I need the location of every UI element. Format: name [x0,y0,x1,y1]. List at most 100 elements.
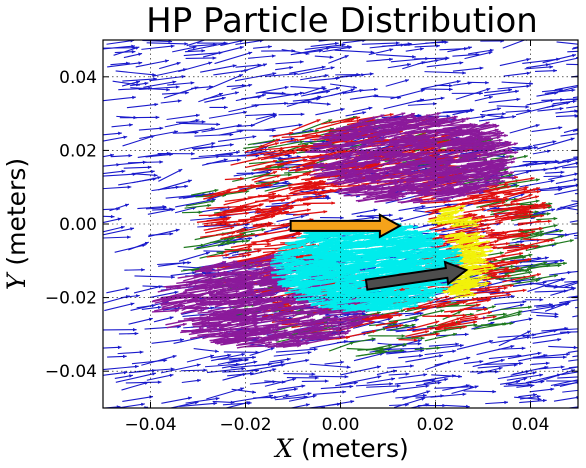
quiver-arrowhead [504,182,509,187]
quiver-arrow [459,199,500,206]
quiver-arrow [237,184,266,188]
quiver-arrowhead [203,368,208,372]
quiver-arrowhead [241,227,246,232]
quiver-arrowhead [236,222,241,227]
quiver-arrow [179,122,221,126]
quiver-arrowhead [473,323,478,327]
quiver-arrowhead [227,277,231,281]
quiver-arrowhead [346,335,350,340]
quiver-arrowhead [152,372,156,376]
quiver-arrowhead [525,269,530,273]
quiver-arrowhead [479,219,484,224]
quiver-arrowhead [252,291,257,296]
quiver-arrowhead [248,288,253,292]
quiver-arrow [542,54,577,64]
quiver-arrow [190,189,219,196]
quiver-arrowhead [269,272,274,276]
quiver-arrow [198,92,224,103]
quiver-arrow [546,86,578,96]
quiver-arrow [383,98,425,110]
quiver-arrowhead [240,176,244,181]
quiver-arrowhead [518,310,523,314]
quiver-arrow [569,110,578,113]
quiver-arrowhead [403,342,408,347]
quiver-arrow [203,316,232,322]
quiver-arrow [196,239,231,249]
quiver-arrow [213,69,249,76]
quiver-arrow [509,124,540,134]
quiver-arrowhead [373,208,378,212]
quiver-arrowhead [328,119,333,123]
quiver-arrow [250,368,277,376]
quiver-arrowhead [134,364,139,369]
quiver-arrowhead [287,153,292,158]
quiver-arrowhead [310,321,314,326]
quiver-arrowhead [530,176,535,181]
quiver-arrowhead [554,314,559,319]
quiver-arrowhead [188,283,193,287]
quiver-arrow [135,59,169,68]
quiver-arrow [236,341,273,349]
quiver-arrowhead [528,213,533,217]
quiver-arrow [151,338,184,344]
quiver-arrowhead [404,79,409,83]
quiver-arrow [275,341,309,346]
quiver-arrow [289,322,314,326]
quiver-arrow [245,345,278,348]
quiver-arrow [206,324,230,329]
quiver-arrowhead [580,330,584,333]
quiver-arrowhead [229,143,234,147]
quiver-arrow [369,42,412,49]
quiver-arrow [208,111,248,119]
quiver-arrow [548,345,578,349]
quiver-arrow [245,113,277,117]
quiver-arrowhead [398,313,403,317]
quiver-arrow [206,367,246,374]
quiver-arrowhead [336,86,340,91]
quiver-arrowhead [221,96,226,101]
quiver-arrow [203,220,227,225]
quiver-arrow [254,207,279,211]
quiver-arrowhead [284,101,288,106]
quiver-arrow [230,157,262,166]
quiver-arrowhead [504,149,509,153]
quiver-arrow [115,33,138,36]
quiver-arrow [221,360,258,369]
quiver-arrowhead [305,358,310,363]
quiver-arrowhead [147,165,152,170]
quiver-arrow [203,188,233,198]
quiver-arrowhead [141,402,145,407]
quiver-arrowhead [507,293,512,297]
quiver-arrow [533,356,567,359]
quiver-arrowhead [239,204,244,209]
quiver-arrowhead [528,145,533,149]
quiver-arrowhead [552,140,557,144]
quiver-arrowhead [565,302,570,307]
quiver-arrow [159,62,181,70]
quiver-arrowhead [289,65,294,70]
quiver-arrowhead [316,324,320,328]
quiver-arrow [560,206,578,211]
quiver-arrow [510,195,540,204]
quiver-arrowhead [130,227,134,231]
quiver-arrow [482,216,512,222]
quiver-arrowhead [203,306,208,311]
quiver-arrow [497,371,537,380]
quiver-arrowhead [257,157,262,161]
quiver-arrowhead [279,307,284,312]
quiver-arrowhead [411,323,416,327]
quiver-arrowhead [401,334,406,338]
quiver-arrow [260,232,300,242]
quiver-arrow [414,347,441,351]
quiver-arrow [281,49,310,55]
quiver-arrowhead [175,85,180,89]
quiver-arrowhead [537,351,542,356]
quiver-arrowhead [159,126,164,131]
quiver-arrowhead [361,311,366,316]
quiver-arrowhead [271,54,276,58]
quiver-arrowhead [307,392,312,396]
quiver-arrow [178,193,214,199]
quiver-arrow [306,333,338,342]
quiver-arrowhead [307,350,312,355]
quiver-arrowhead [169,207,173,211]
